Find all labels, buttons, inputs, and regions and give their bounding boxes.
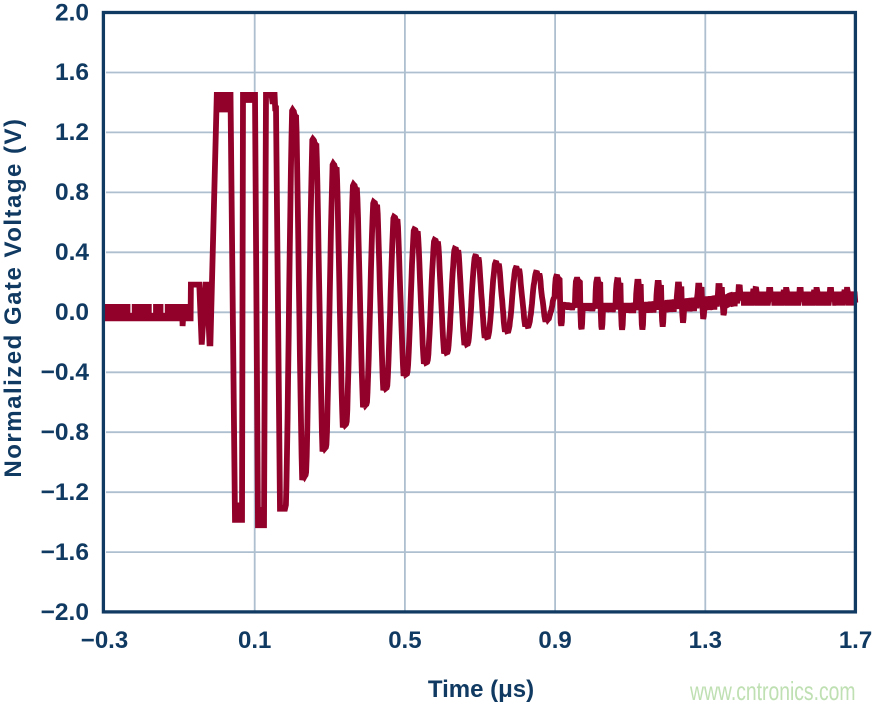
- svg-text:−1.6: −1.6: [41, 539, 89, 566]
- svg-text:2.0: 2.0: [55, 0, 89, 26]
- svg-text:0.8: 0.8: [55, 179, 89, 206]
- svg-text:0.5: 0.5: [388, 627, 421, 654]
- svg-text:0.9: 0.9: [538, 627, 571, 654]
- svg-text:1.2: 1.2: [55, 119, 89, 146]
- svg-text:−2.0: −2.0: [41, 599, 89, 626]
- svg-text:−1.2: −1.2: [41, 479, 89, 506]
- svg-text:−0.4: −0.4: [41, 359, 90, 386]
- svg-text:0.1: 0.1: [238, 627, 271, 654]
- svg-text:1.7: 1.7: [839, 627, 872, 654]
- svg-text:Time (μs): Time (μs): [428, 676, 534, 703]
- svg-text:1.3: 1.3: [689, 627, 722, 654]
- svg-text:www.cntronics.com: www.cntronics.com: [689, 676, 855, 706]
- svg-text:0.0: 0.0: [55, 299, 89, 326]
- svg-text:Normalized Gate Voltage (V): Normalized Gate Voltage (V): [0, 117, 27, 477]
- svg-text:1.6: 1.6: [55, 59, 89, 86]
- svg-text:0.4: 0.4: [55, 239, 89, 266]
- svg-text:−0.3: −0.3: [81, 627, 128, 654]
- svg-text:−0.8: −0.8: [41, 419, 89, 446]
